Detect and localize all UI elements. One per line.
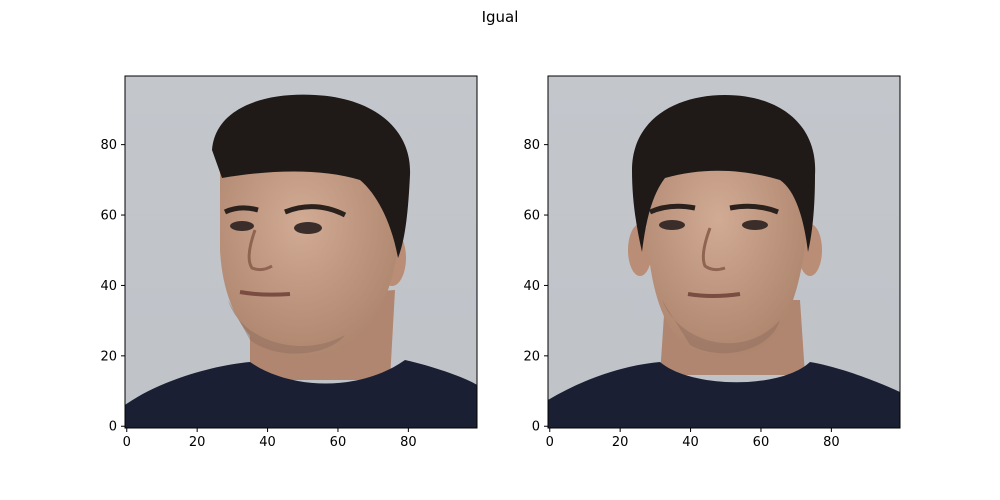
- y-tick-label: 40: [523, 279, 540, 294]
- subplot-2: 0 20 40 60 80 0 20 40 60 80: [523, 75, 901, 450]
- axes-frame-2: [547, 75, 901, 429]
- x-tick-label: 80: [823, 435, 840, 450]
- x-tick-label: 20: [189, 435, 206, 450]
- subplot-1: 0 20 40 60 80 0 20 40 60 80: [100, 75, 478, 450]
- x-tick-label: 60: [330, 435, 347, 450]
- axis-ticks-1: 0 20 40 60 80 0 20 40 60 80: [100, 138, 416, 450]
- y-tick-label: 20: [523, 349, 540, 364]
- y-tick-label: 0: [109, 420, 117, 435]
- x-tick-label: 0: [123, 435, 131, 450]
- x-tick-label: 60: [753, 435, 770, 450]
- y-tick-label: 40: [100, 279, 117, 294]
- y-tick-label: 80: [523, 138, 540, 153]
- x-tick-label: 80: [400, 435, 417, 450]
- figure-suptitle: Igual: [482, 8, 519, 26]
- face-photo-turned: [125, 76, 477, 428]
- y-tick-label: 20: [100, 349, 117, 364]
- x-tick-label: 0: [546, 435, 554, 450]
- x-tick-label: 20: [612, 435, 629, 450]
- y-tick-label: 60: [523, 209, 540, 224]
- y-tick-label: 0: [532, 420, 540, 435]
- face-photo-frontal: [548, 76, 900, 428]
- x-tick-label: 40: [682, 435, 699, 450]
- y-tick-label: 60: [100, 209, 117, 224]
- axis-ticks-2: 0 20 40 60 80 0 20 40 60 80: [523, 138, 839, 450]
- y-tick-label: 80: [100, 138, 117, 153]
- axes-frame-1: [124, 75, 478, 429]
- x-tick-label: 40: [259, 435, 276, 450]
